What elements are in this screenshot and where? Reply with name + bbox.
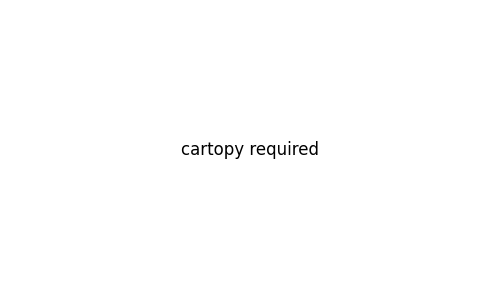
Text: cartopy required: cartopy required [181, 141, 319, 159]
